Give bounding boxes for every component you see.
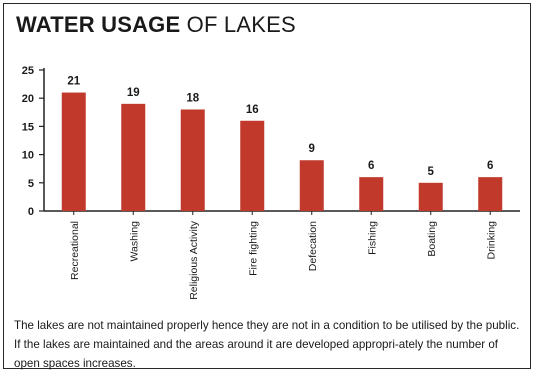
- y-tick-label: 25: [22, 65, 34, 77]
- x-tick-label: Recreational: [69, 221, 81, 280]
- x-tick-label: Defecation: [307, 221, 319, 271]
- x-tick-label: Fire fighting: [247, 221, 259, 276]
- bar-value-label: 9: [309, 143, 315, 155]
- chart-caption: The lakes are not maintained properly he…: [14, 319, 520, 370]
- x-tick-label: Fishing: [366, 221, 378, 255]
- bar: [61, 92, 86, 211]
- bar-value-label: 19: [127, 87, 140, 99]
- bar: [359, 177, 384, 211]
- bar-value-label: 18: [186, 92, 199, 104]
- x-tick-label: Religious Activity: [188, 220, 200, 300]
- x-tick-label: Washing: [128, 221, 140, 262]
- y-tick-label: 15: [22, 121, 34, 133]
- bar: [478, 177, 503, 211]
- title-bold: WATER USAGE: [16, 12, 181, 37]
- title-light: OF LAKES: [186, 12, 296, 37]
- bar-value-label: 16: [246, 104, 259, 116]
- y-tick-label: 10: [22, 150, 34, 162]
- bar-value-label: 21: [67, 76, 80, 88]
- chart-title: WATER USAGE OF LAKES: [16, 12, 296, 38]
- bar: [121, 103, 146, 211]
- y-tick-label: 0: [28, 206, 34, 218]
- bar-value-label: 6: [368, 160, 374, 172]
- x-tick-label: Drinking: [485, 221, 497, 260]
- y-tick-label: 5: [28, 178, 34, 190]
- bar: [299, 160, 324, 211]
- chart-frame: [3, 3, 531, 369]
- bar: [418, 182, 443, 211]
- x-tick-label: Boating: [426, 221, 438, 257]
- bar: [240, 120, 265, 211]
- bar-value-label: 6: [487, 160, 493, 172]
- bar: [180, 109, 205, 211]
- bar-value-label: 5: [428, 166, 435, 178]
- y-tick-label: 20: [22, 93, 34, 105]
